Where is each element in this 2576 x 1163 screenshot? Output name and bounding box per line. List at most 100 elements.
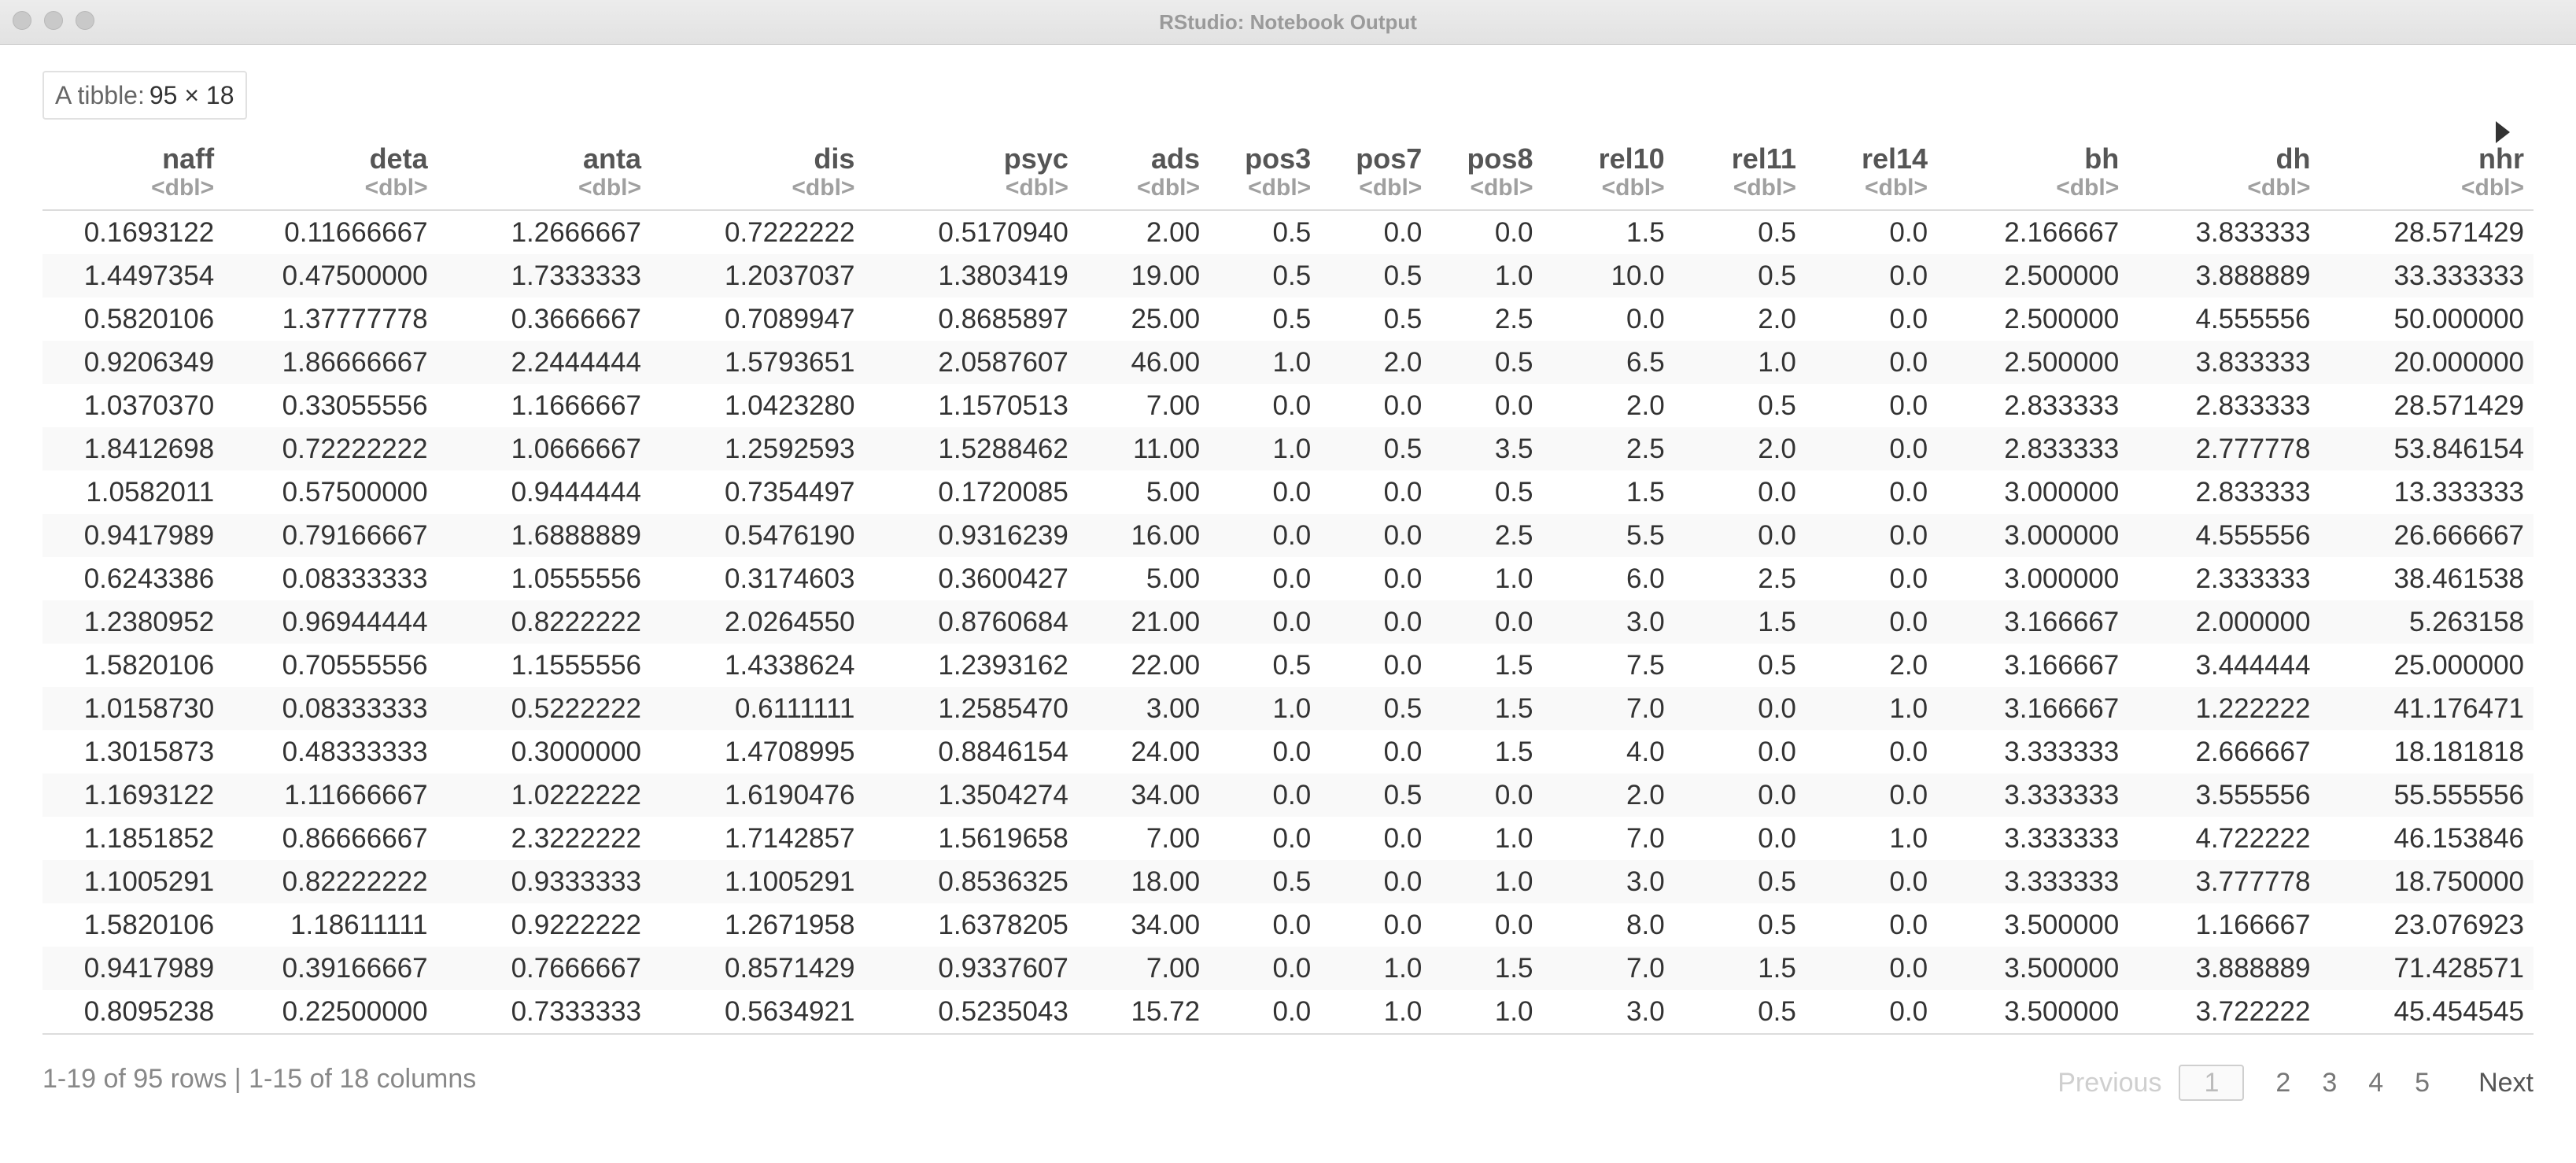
table-cell: 5.5 [1542,514,1674,557]
table-cell: 0.8536325 [864,860,1078,903]
table-cell: 7.0 [1542,947,1674,990]
table-cell: 0.57500000 [282,477,428,508]
table-cell: 1.4497354 [42,254,224,297]
table-cell: 0.0 [1383,477,1423,508]
table-cell: 0.3600427 [938,563,1068,594]
column-header: rel11 <dbl> [1674,143,1806,211]
table-cell: 1.222222 [2128,687,2320,730]
table-cell: 0.86666667 [282,823,428,854]
table-cell: 0.0 [1805,341,1938,384]
table-cell: 3.0 [1542,990,1674,1035]
table-cell: 0.0 [1758,477,1796,508]
table-cell: 3.333333 [1937,773,2129,817]
table-cell: 2.00 [1146,217,1201,248]
table-cell: 1.6378205 [938,910,1068,940]
column-type: <dbl> [2056,175,2120,201]
table-cell: 3.777778 [2128,860,2320,903]
table-cell: 1.1005291 [42,860,224,903]
table-cell: 2.500000 [1937,341,2129,384]
table-cell: 0.9333333 [437,860,651,903]
table-row: 0.9417989 0.39166667 0.7666667 0.8571429 0.9… [42,947,2534,990]
table-cell: 11.00 [1077,427,1210,471]
page-button-3[interactable]: 3 [2322,1067,2338,1098]
page-button-2[interactable]: 2 [2275,1067,2291,1098]
zoom-window-button[interactable] [76,11,94,30]
table-cell: 0.0 [1805,947,1938,990]
table-cell: 5.00 [1146,477,1201,508]
column-type: <dbl> [1733,175,1796,201]
table-cell: 1.0370370 [83,390,215,421]
table-cell: 18.181818 [2393,737,2524,767]
tibble-label: A tibble: [55,81,145,109]
table-cell: 2.333333 [2195,563,2311,594]
next-columns-arrow-icon[interactable] [2496,121,2510,143]
table-cell: 1.7333333 [437,254,651,297]
table-cell: 2.3222222 [511,823,642,854]
next-page-button[interactable]: Next [2478,1067,2534,1098]
close-window-button[interactable] [13,11,31,30]
table-cell: 0.72222222 [223,427,437,471]
table-cell: 28.571429 [2393,390,2524,421]
table-cell: 1.5288462 [864,427,1078,471]
table-cell: 3.166667 [1937,687,2129,730]
table-cell: 1.86666667 [223,341,437,384]
table-cell: 0.0 [1674,773,1806,817]
table-cell: 0.0 [1320,514,1432,557]
column-name: rel14 [1861,142,1928,175]
table-cell: 0.0 [1272,737,1312,767]
table-cell: 0.0 [1805,990,1938,1035]
table-cell: 3.555556 [2128,773,2320,817]
table-cell: 1.5619658 [938,823,1068,854]
table-cell: 1.2380952 [42,600,224,644]
table-cell: 0.0 [1889,910,1928,940]
minimize-window-button[interactable] [44,11,63,30]
table-cell: 0.0 [1383,390,1423,421]
table-cell: 1.0 [1889,823,1928,854]
column-name: pos8 [1467,142,1533,175]
table-cell: 0.5222222 [437,687,651,730]
table-cell: 8.0 [1626,910,1665,940]
table-cell: 1.6888889 [437,514,651,557]
table-cell: 0.0 [1209,600,1321,644]
table-cell: 0.9417989 [42,514,224,557]
page-button-5[interactable]: 5 [2415,1067,2430,1098]
table-cell: 3.0 [1542,860,1674,903]
table-cell: 0.9417989 [42,947,224,990]
table-cell: 0.0 [1209,514,1321,557]
previous-page-button[interactable]: Previous [2057,1067,2162,1098]
column-header: rel10 <dbl> [1542,143,1674,211]
table-cell: 3.833333 [2195,217,2311,248]
table-cell: 0.3000000 [511,737,642,767]
table-cell: 25.000000 [2393,650,2524,681]
column-type: <dbl> [1470,175,1533,201]
table-cell: 2.0 [1758,304,1796,334]
table-cell: 1.3504274 [864,773,1078,817]
table-cell: 0.5 [1758,910,1796,940]
table-cell: 33.333333 [2320,254,2534,297]
table-cell: 5.263158 [2320,600,2534,644]
table-cell: 0.70555556 [282,650,428,681]
page-button-1[interactable]: 1 [2179,1065,2245,1101]
table-cell: 0.0 [1383,910,1423,940]
table-cell: 0.0 [1383,823,1423,854]
table-cell: 1.0 [1431,860,1543,903]
table-cell: 1.0 [1320,990,1432,1035]
table-cell: 0.0 [1889,390,1928,421]
table-cell: 0.33055556 [282,390,428,421]
table-cell: 0.9316239 [864,514,1078,557]
table-row: 0.9417989 0.79166667 1.6888889 0.5476190 0.9… [42,514,2534,557]
table-cell: 3.888889 [2128,947,2320,990]
page-button-4[interactable]: 4 [2368,1067,2384,1098]
table-cell: 45.454545 [2320,990,2534,1035]
column-header: nhr <dbl> [2320,143,2534,211]
table-cell: 7.0 [1626,823,1665,854]
table-row: 1.0158730 0.08333333 0.5222222 0.6111111 1.2… [42,687,2534,730]
column-type: <dbl> [1248,175,1312,201]
table-cell: 46.00 [1077,341,1210,384]
table-cell: 1.0 [1805,687,1938,730]
table-cell: 4.0 [1626,737,1665,767]
column-name: ads [1151,142,1201,175]
table-cell: 3.166667 [1937,600,2129,644]
table-cell: 1.5820106 [83,650,215,681]
